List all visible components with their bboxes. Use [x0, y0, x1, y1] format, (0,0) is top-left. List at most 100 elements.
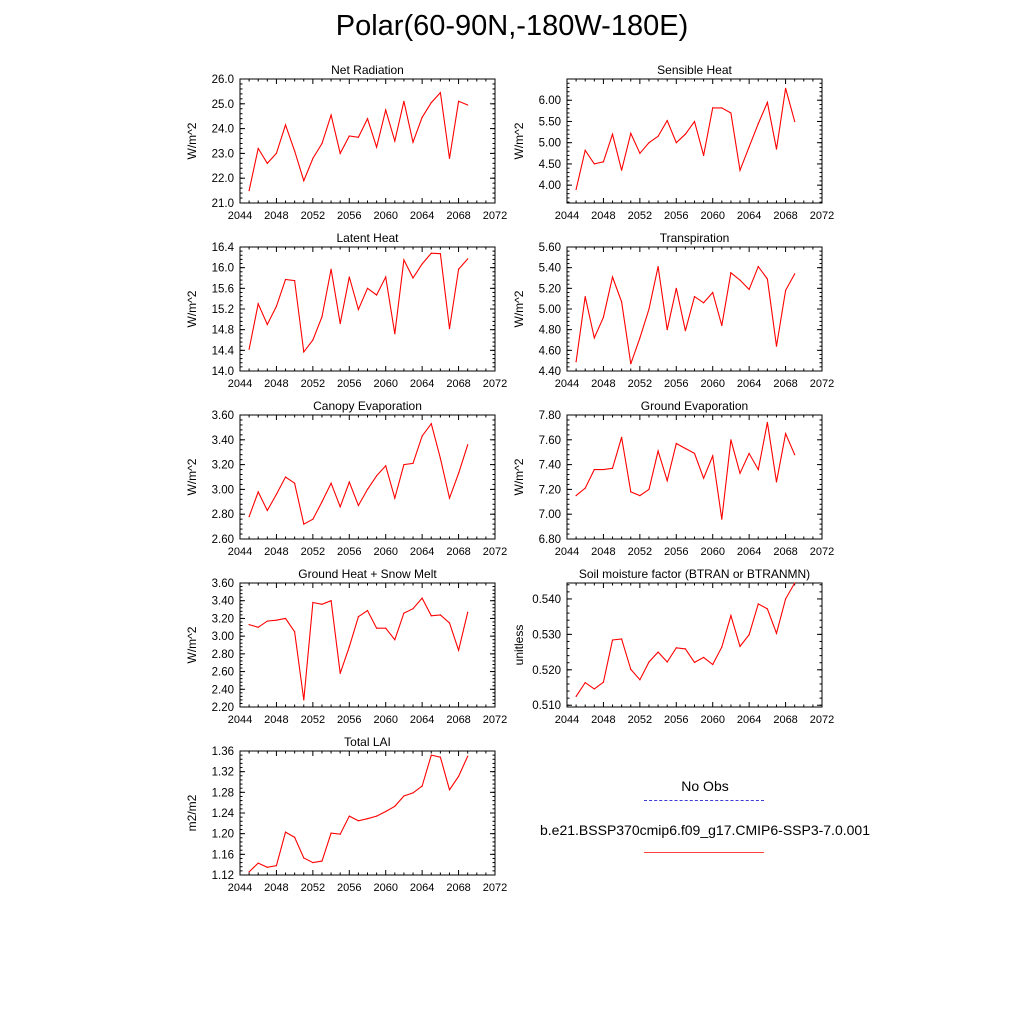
data-point	[693, 452, 696, 455]
data-point	[339, 672, 341, 674]
data-point	[357, 820, 359, 822]
data-point	[366, 609, 369, 612]
data-point	[303, 351, 305, 353]
data-point	[357, 136, 359, 138]
data-point	[593, 468, 595, 471]
y-tick-label: 1.16	[212, 849, 234, 861]
data-point	[266, 509, 268, 512]
data-point	[766, 421, 768, 424]
x-tick-label: 2072	[810, 714, 834, 726]
x-tick-label: 2072	[483, 210, 507, 222]
x-tick-label: 2052	[628, 378, 652, 390]
data-point	[739, 472, 741, 474]
data-point	[430, 252, 432, 254]
x-tick-label: 2044	[555, 546, 579, 558]
x-tick-label: 2064	[410, 210, 434, 222]
y-tick-label: 2.80	[212, 509, 234, 521]
y-tick-label: 7.60	[539, 435, 561, 447]
x-tick-label: 2044	[228, 210, 252, 222]
x-tick-label: 2044	[555, 378, 579, 390]
data-point	[339, 322, 341, 325]
data-point	[430, 423, 432, 425]
data-point	[593, 163, 595, 165]
data-point	[703, 656, 705, 659]
data-point	[575, 695, 577, 697]
data-point	[330, 268, 332, 270]
x-tick-label: 2068	[773, 378, 797, 390]
data-point	[467, 611, 469, 613]
data-point	[630, 668, 632, 671]
x-tick-label: 2056	[664, 210, 688, 222]
y-tick-label: 23.0	[212, 148, 234, 160]
data-point	[457, 472, 460, 474]
data-point	[648, 661, 650, 663]
data-point	[412, 792, 414, 794]
x-tick-label: 2056	[664, 378, 688, 390]
y-tick-label: 4.00	[539, 180, 561, 192]
data-point	[684, 330, 686, 332]
y-axis-label: W/m^2	[185, 458, 199, 495]
data-point	[730, 112, 732, 114]
x-tick-label: 2056	[664, 546, 688, 558]
data-point	[784, 433, 787, 435]
x-tick-label: 2044	[228, 882, 252, 894]
legend: No Obs b.e21.BSSP370cmip6.f09_g17.CMIP6-…	[540, 778, 870, 866]
data-point	[275, 305, 278, 308]
data-point	[784, 87, 787, 89]
x-tick-label: 2068	[773, 210, 797, 222]
x-tick-label: 2064	[410, 546, 434, 558]
data-point	[611, 133, 614, 135]
x-tick-label: 2048	[591, 378, 615, 390]
data-point	[248, 348, 250, 350]
panel-title: Sensible Heat	[657, 63, 732, 77]
data-point	[748, 288, 750, 290]
data-point	[266, 866, 268, 868]
data-point	[621, 169, 623, 171]
y-tick-label: 1.28	[212, 787, 234, 799]
y-tick-label: 2.60	[212, 667, 234, 679]
data-point	[421, 435, 423, 437]
data-point	[739, 279, 741, 281]
data-point	[584, 487, 586, 489]
data-point	[376, 627, 378, 629]
data-point	[248, 624, 250, 626]
data-point	[412, 608, 414, 610]
y-tick-label: 14.4	[212, 345, 235, 357]
data-point	[439, 92, 441, 94]
data-point	[321, 142, 323, 145]
data-point	[394, 140, 396, 142]
data-point	[666, 120, 668, 122]
x-tick-label: 2072	[483, 546, 507, 558]
data-point	[403, 259, 405, 261]
data-point	[376, 294, 378, 296]
x-tick-label: 2052	[628, 714, 652, 726]
legend-case-line	[644, 852, 764, 853]
x-tick-label: 2064	[737, 546, 761, 558]
data-point	[257, 303, 259, 305]
series-line	[575, 88, 796, 190]
data-point	[376, 475, 378, 477]
data-point	[630, 132, 632, 134]
y-tick-label: 5.60	[539, 242, 561, 254]
x-tick-label: 2048	[591, 546, 615, 558]
panel-8: Total LAI m2/m2 2044 2048 2052 2056 2060 2064 20…	[185, 735, 507, 894]
data-point	[467, 258, 469, 260]
y-tick-label: 16.4	[212, 242, 235, 254]
y-tick-label: 5.00	[539, 304, 561, 316]
data-point	[657, 450, 659, 452]
x-tick-label: 2056	[337, 546, 361, 558]
data-point	[775, 148, 778, 150]
data-point	[294, 150, 296, 152]
data-point	[457, 100, 460, 102]
x-tick-label: 2060	[373, 546, 397, 558]
y-tick-label: 5.00	[539, 138, 561, 150]
panel-frame	[239, 78, 496, 204]
data-point	[766, 101, 768, 103]
y-tick-label: 3.40	[212, 596, 234, 608]
data-point	[611, 467, 614, 469]
data-point	[639, 337, 641, 339]
panel-frame	[566, 582, 823, 708]
data-point	[448, 497, 451, 499]
data-point	[621, 301, 623, 303]
panel-title: Latent Heat	[336, 231, 399, 245]
